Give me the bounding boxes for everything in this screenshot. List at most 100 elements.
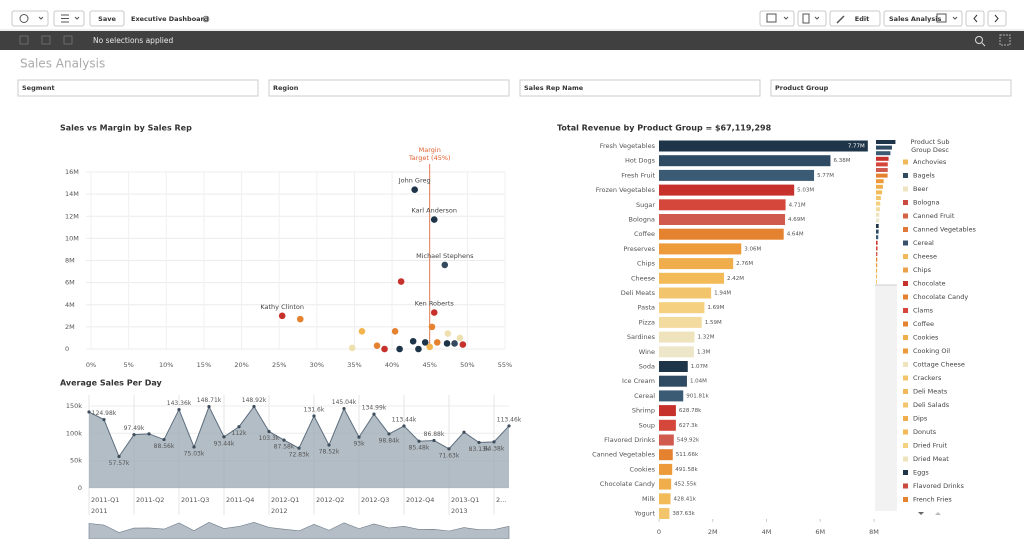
edit-button[interactable]: [829, 10, 881, 27]
legend-scroll-down[interactable]: [918, 512, 924, 515]
nav-button[interactable]: [11, 10, 49, 27]
legend-swatch: [903, 348, 908, 354]
data-point: [507, 424, 511, 428]
legend-swatch: [903, 389, 908, 394]
bar: [659, 361, 688, 372]
overview-bar: [876, 162, 888, 167]
legend-label: Bagels: [913, 172, 935, 180]
overview-bar: [876, 235, 879, 240]
bar: [659, 463, 673, 475]
value-label: 5.03M: [797, 188, 814, 194]
filter-box[interactable]: [268, 79, 510, 97]
value-label: 103.3k: [259, 435, 280, 442]
data-point: [357, 435, 361, 439]
legend-swatch: [903, 321, 908, 327]
x-tick-label: 2012-Q1: [271, 496, 299, 504]
value-label: 124.98k: [92, 410, 117, 417]
data-point: [409, 337, 417, 345]
value-label: 5.77M: [817, 173, 834, 179]
data-point: [397, 278, 405, 285]
export-icon: [766, 13, 777, 23]
x-tick-label: 2012-Q2: [316, 496, 344, 504]
value-label: 628.78k: [679, 408, 702, 414]
value-label: 1.3M: [697, 349, 711, 355]
legend-swatch: [903, 200, 908, 205]
navigator-area[interactable]: [88, 522, 510, 539]
value-label: 3.06M: [744, 246, 761, 252]
value-label: 113.46k: [497, 416, 522, 423]
filter-label: Region: [273, 84, 299, 92]
data-point: [430, 309, 438, 316]
data-point: [444, 330, 452, 337]
back-icon[interactable]: [19, 35, 29, 45]
y-tick-label: 0: [78, 484, 82, 492]
data-point: [358, 328, 366, 335]
prev-button[interactable]: [965, 10, 985, 27]
selection-bar: [0, 31, 1024, 50]
x-tick-label: 25%: [272, 361, 286, 369]
smart-search-icon[interactable]: [999, 34, 1011, 46]
value-label: 93.44k: [214, 440, 235, 447]
category-label: Sardines: [627, 333, 656, 341]
category-label: Cookies: [630, 465, 656, 473]
forward-icon[interactable]: [41, 35, 51, 45]
category-label: Frozen Vegetables: [596, 186, 656, 194]
x-tick-label: 30%: [310, 361, 324, 369]
point-label: Karl Anderson: [411, 207, 457, 215]
legend-swatch: [903, 308, 908, 313]
bar: [659, 419, 676, 431]
next-button[interactable]: [987, 10, 1007, 27]
data-point: [222, 435, 226, 439]
value-label: 491.58k: [675, 467, 698, 473]
value-label: 2.76M: [736, 261, 753, 267]
value-label: 93k: [353, 441, 365, 448]
list-icon: [61, 14, 69, 23]
x-tick-label: 2011-Q1: [91, 496, 119, 504]
data-point: [372, 412, 376, 416]
category-label: Hot Dogs: [625, 157, 656, 165]
data-point: [428, 323, 436, 331]
point-label: Ken Roberts: [415, 299, 455, 307]
x-tick-label: 2012-Q4: [406, 496, 434, 504]
x-tick-label: 8M: [869, 528, 879, 536]
data-point: [297, 446, 301, 450]
value-label: 71.63k: [439, 452, 460, 459]
value-label: 87.58k: [274, 444, 295, 451]
reference-label: Target (45%): [408, 154, 451, 162]
data-point: [451, 340, 458, 347]
bar: [659, 434, 674, 446]
value-label: 1.07M: [691, 364, 708, 370]
category-label: Fresh Fruit: [621, 171, 655, 179]
x-tick-label: 6M: [815, 528, 825, 536]
value-label: 84.38k: [484, 445, 505, 452]
year-label: 2013: [451, 507, 468, 515]
bar: [659, 508, 670, 519]
save-button[interactable]: [89, 10, 125, 27]
y-tick-label: 8M: [65, 257, 75, 265]
filter-box[interactable]: [519, 79, 761, 97]
filter-box[interactable]: [770, 79, 1012, 97]
category-label: Soup: [639, 421, 655, 429]
legend-label: Coffee: [913, 320, 934, 328]
value-label: 57.57k: [109, 460, 130, 467]
clear-icon[interactable]: [63, 35, 73, 45]
category-label: Pizza: [639, 318, 655, 326]
legend-scroll-up[interactable]: [935, 512, 941, 515]
data-point: [411, 186, 418, 193]
y-tick-label: 4M: [65, 301, 75, 309]
legend-label: Canned Vegetables: [913, 226, 976, 234]
edit-label: Edit: [855, 15, 869, 23]
filter-box[interactable]: [17, 79, 259, 97]
y-tick-label: 2M: [65, 323, 75, 331]
device-button[interactable]: [797, 10, 827, 27]
legend-swatch: [903, 375, 908, 381]
data-point: [162, 437, 166, 442]
bar: [659, 331, 695, 343]
x-tick-label: 4M: [762, 528, 772, 536]
search-icon[interactable]: [975, 36, 983, 44]
overview-bar: [876, 196, 881, 200]
legend-swatch: [903, 227, 908, 232]
x-tick-label: 35%: [347, 361, 361, 369]
legend-swatch: [903, 456, 908, 462]
export-button[interactable]: [759, 10, 795, 27]
